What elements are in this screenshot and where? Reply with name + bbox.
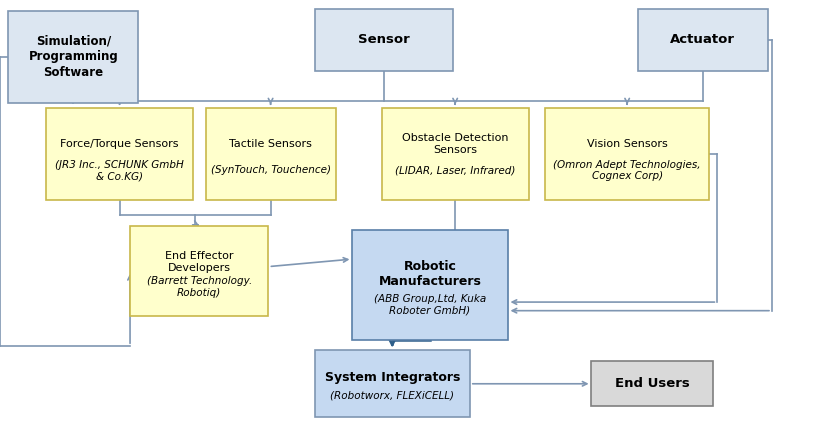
FancyBboxPatch shape xyxy=(46,108,193,200)
FancyBboxPatch shape xyxy=(382,108,529,200)
Text: (Barrett Technology.
Robotiq): (Barrett Technology. Robotiq) xyxy=(147,276,252,298)
Text: (LIDAR, Laser, Infrared): (LIDAR, Laser, Infrared) xyxy=(395,166,515,175)
FancyBboxPatch shape xyxy=(315,9,453,71)
FancyBboxPatch shape xyxy=(352,230,508,340)
Text: (SynTouch, Touchence): (SynTouch, Touchence) xyxy=(211,166,331,175)
FancyBboxPatch shape xyxy=(8,11,138,103)
Text: (ABB Group,Ltd, Kuka
Roboter GmbH): (ABB Group,Ltd, Kuka Roboter GmbH) xyxy=(374,294,486,316)
Text: (JR3 Inc., SCHUNK GmbH
& Co.KG): (JR3 Inc., SCHUNK GmbH & Co.KG) xyxy=(55,160,184,181)
Text: Actuator: Actuator xyxy=(670,33,735,46)
Text: Simulation/
Programming
Software: Simulation/ Programming Software xyxy=(29,35,118,79)
Text: Robotic
Manufacturers: Robotic Manufacturers xyxy=(378,260,482,288)
Text: End Effector
Developers: End Effector Developers xyxy=(165,251,233,273)
Text: Tactile Sensors: Tactile Sensors xyxy=(229,139,312,150)
Text: Sensor: Sensor xyxy=(358,33,409,46)
Text: Force/Torque Sensors: Force/Torque Sensors xyxy=(60,139,179,150)
FancyBboxPatch shape xyxy=(206,108,336,200)
FancyBboxPatch shape xyxy=(638,9,768,71)
FancyBboxPatch shape xyxy=(130,226,268,316)
FancyBboxPatch shape xyxy=(545,108,709,200)
Text: End Users: End Users xyxy=(615,377,690,390)
Text: (Robotworx, FLEXiCELL): (Robotworx, FLEXiCELL) xyxy=(331,391,454,401)
Text: Vision Sensors: Vision Sensors xyxy=(586,139,668,150)
Text: Obstacle Detection
Sensors: Obstacle Detection Sensors xyxy=(402,133,508,156)
Text: (Omron Adept Technologies,
Cognex Corp): (Omron Adept Technologies, Cognex Corp) xyxy=(554,160,701,181)
FancyBboxPatch shape xyxy=(315,350,470,417)
FancyBboxPatch shape xyxy=(591,361,713,406)
Text: System Integrators: System Integrators xyxy=(325,371,460,384)
